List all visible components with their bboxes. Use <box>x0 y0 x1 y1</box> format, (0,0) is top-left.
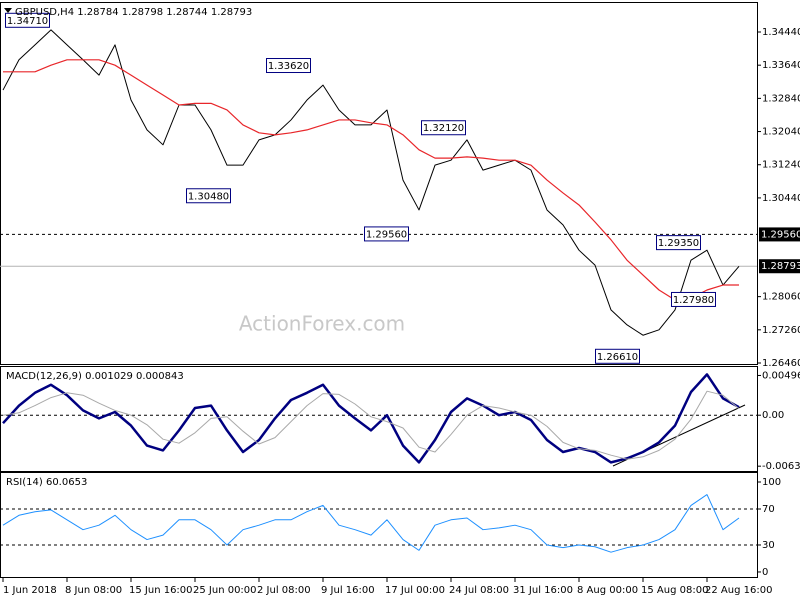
y-tick-label: 100 <box>762 477 781 488</box>
level-label-box <box>759 259 800 274</box>
series-line <box>2 29 740 336</box>
annotation-box <box>5 12 50 28</box>
annotation-label: 1.30480 <box>188 191 229 202</box>
y-tick-label: 0.00 <box>762 410 784 421</box>
level-label-box <box>759 227 800 242</box>
y-tick-label: 1.30440 <box>762 193 800 204</box>
y-tick-label: 30 <box>762 540 775 551</box>
watermark: ActionForex.com <box>239 312 405 336</box>
annotation-box <box>421 120 466 136</box>
y-tick-label: 70 <box>762 504 775 515</box>
annotation-box <box>671 291 716 307</box>
y-tick-label: 1.26460 <box>762 358 800 369</box>
y-tick-label: 1.32840 <box>762 93 800 104</box>
level-label: 1.28793 <box>761 261 800 272</box>
y-tick-label: 1.28060 <box>762 292 800 303</box>
y-tick-label: 1.33640 <box>762 60 800 71</box>
x-tick-label: 15 Aug 08:00 <box>641 585 708 596</box>
y-tick-label: 0 <box>762 567 768 578</box>
series-line <box>2 494 740 553</box>
y-tick-label: 0.004968 <box>762 370 800 381</box>
y-tick-label: 1.27260 <box>762 325 800 336</box>
annotation-label: 1.33620 <box>268 61 309 72</box>
series-line <box>3 59 739 301</box>
x-tick-label: 8 Jun 08:00 <box>65 585 122 596</box>
annotation-label: 1.29350 <box>658 238 699 249</box>
y-tick-label: 1.31240 <box>762 160 800 171</box>
symbol-icon <box>4 8 12 13</box>
y-tick-label: -0.006372 <box>762 461 800 472</box>
annotation-label: 1.27980 <box>673 295 714 306</box>
panel-title: RSI(14) 60.0653 <box>6 477 87 488</box>
x-tick-label: 24 Jul 08:00 <box>449 585 509 596</box>
x-tick-label: 1 Jun 2018 <box>3 585 57 596</box>
x-tick-label: 22 Aug 16:00 <box>705 585 772 596</box>
annotation-box <box>656 235 701 251</box>
annotation-label: 1.32120 <box>423 123 464 134</box>
annotation-label: 1.26610 <box>597 352 638 363</box>
annotation-box <box>595 348 640 364</box>
series-line <box>2 390 740 460</box>
annotation-label: 1.34710 <box>7 16 48 27</box>
x-tick-label: 9 Jul 16:00 <box>321 585 375 596</box>
annotation-box <box>266 58 311 74</box>
annotation-label: 1.29560 <box>366 229 407 240</box>
annotation-box <box>364 226 409 242</box>
x-tick-label: 15 Jun 16:00 <box>129 585 193 596</box>
level-label: 1.29560 <box>761 229 800 240</box>
series-line <box>2 373 740 464</box>
x-tick-label: 17 Jul 00:00 <box>385 585 445 596</box>
y-tick-label: 1.34440 <box>762 27 800 38</box>
panel-title: GBPUSD,H4 1.28784 1.28798 1.28744 1.2879… <box>15 7 252 18</box>
x-tick-label: 2 Jul 08:00 <box>257 585 311 596</box>
panel-title: MACD(12,26,9) 0.001029 0.000843 <box>6 371 184 382</box>
annotation-box <box>186 188 231 204</box>
y-tick-label: 1.32040 <box>762 127 800 138</box>
x-tick-label: 31 Jul 16:00 <box>513 585 573 596</box>
x-tick-label: 25 Jun 00:00 <box>193 585 257 596</box>
x-tick-label: 8 Aug 00:00 <box>577 585 638 596</box>
